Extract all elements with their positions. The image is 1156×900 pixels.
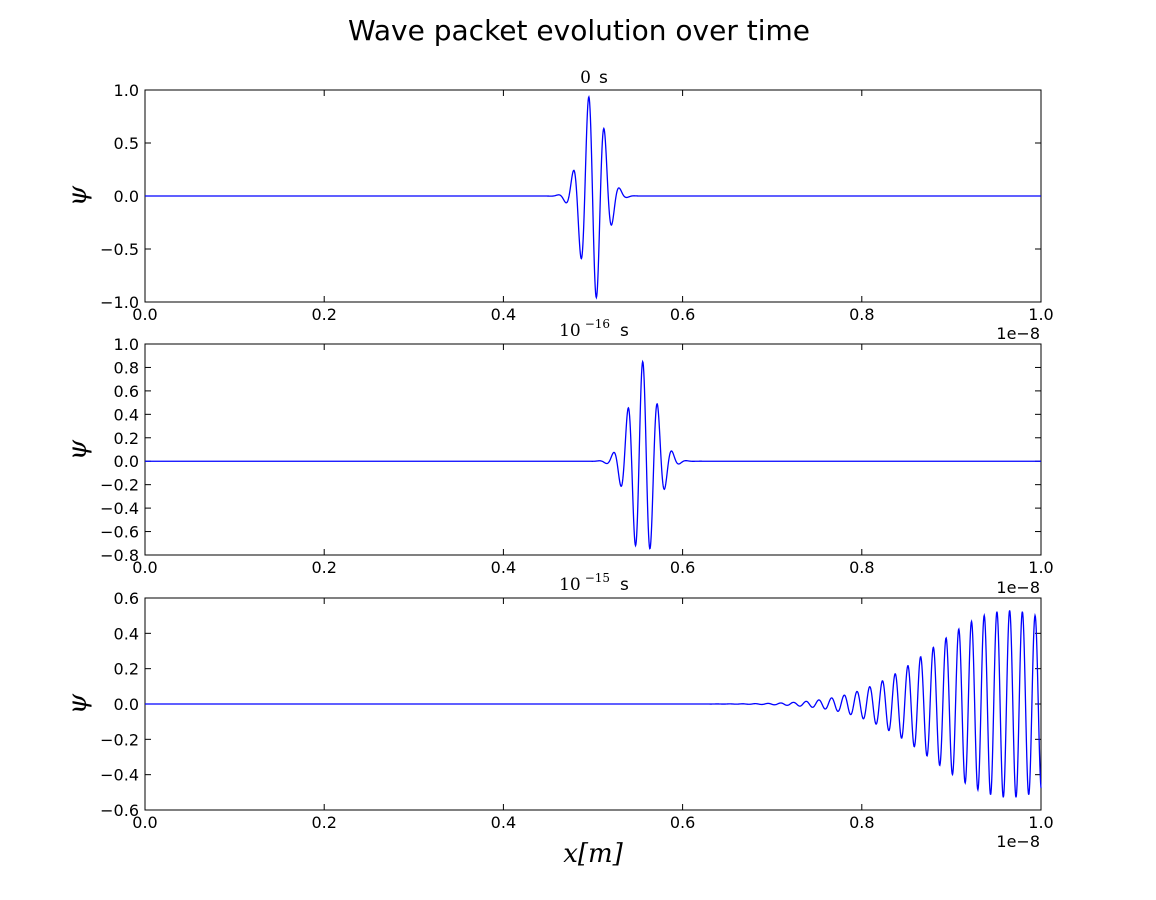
x-tick-label: 0.0 [132, 305, 157, 324]
y-tick-label: −0.6 [100, 523, 139, 542]
panel-0s: 0 s ψ 1e−8 0.0 0.2 0.4 0.6 0.8 1.0 1.0 0.5 0.0 −0… [63, 68, 1054, 343]
x-tick-label: 0.0 [132, 558, 157, 577]
panel-title-time: 0 [580, 68, 591, 88]
panel-title: 10 −15 s [559, 569, 629, 595]
x-tick-label: 0.4 [491, 813, 516, 832]
y-axis-label: ψ [63, 185, 93, 206]
x-tick-label: 0.0 [132, 813, 157, 832]
y-tick-label: −0.2 [100, 730, 139, 749]
axis-ticks: 0.0 0.2 0.4 0.6 0.8 1.0 0.6 0.4 0.2 0.0 −0.2 −0.4 −0… [100, 589, 1054, 832]
y-tick-label: 0.2 [114, 429, 139, 448]
series-line [145, 95, 1041, 300]
panel-1e-15s: 10 −15 s ψ 1e−8 0.0 0.2 0.4 0.6 0.8 1.0 0.6 0.4… [63, 569, 1054, 869]
y-tick-label: 0.2 [114, 660, 139, 679]
y-tick-label: −0.2 [100, 476, 139, 495]
x-tick-label: 0.2 [311, 558, 336, 577]
x-tick-label: 0.8 [849, 305, 874, 324]
x-tick-label: 0.6 [670, 558, 695, 577]
y-tick-label: 0.6 [114, 589, 139, 608]
y-tick-label: −1.0 [100, 293, 139, 312]
y-tick-label: 1.0 [114, 335, 139, 354]
y-tick-label: 1.0 [114, 81, 139, 100]
y-tick-label: −0.8 [100, 546, 139, 565]
x-tick-label: 0.8 [849, 558, 874, 577]
y-tick-label: 0.4 [114, 405, 139, 424]
x-offset-label: 1e−8 [996, 832, 1040, 851]
x-axis-label-var: x [563, 839, 578, 869]
y-tick-label: −0.6 [100, 801, 139, 820]
x-tick-label: 1.0 [1028, 813, 1053, 832]
y-axis-label: ψ [63, 693, 93, 714]
x-offset-label: 1e−8 [996, 578, 1040, 597]
axis-ticks: 0.0 0.2 0.4 0.6 0.8 1.0 1.0 0.5 0.0 −0.5 −1.0 [100, 81, 1054, 324]
panel-title-time: 10 [559, 321, 581, 341]
axis-ticks: 0.0 0.2 0.4 0.6 0.8 1.0 1.0 0.8 0.6 0.4 0.2 0.0 −0.2… [100, 335, 1054, 577]
y-tick-label: 0.4 [114, 624, 139, 643]
y-tick-label: 0.0 [114, 187, 139, 206]
x-tick-label: 1.0 [1028, 558, 1053, 577]
x-tick-label: 0.6 [670, 305, 695, 324]
x-offset-label: 1e−8 [996, 324, 1040, 343]
panel-title-unit: s [599, 68, 608, 88]
panel-title-unit: s [620, 575, 629, 595]
y-tick-label: −0.5 [100, 240, 139, 259]
y-tick-label: 0.5 [114, 134, 139, 153]
x-axis-label-unit: [m] [578, 839, 624, 869]
panel-title-time: 10 [559, 575, 581, 595]
y-tick-label: 0.6 [114, 382, 139, 401]
panel-title: 10 −16 s [559, 315, 629, 341]
figure-title: Wave packet evolution over time [348, 14, 810, 47]
y-tick-label: 0.0 [114, 695, 139, 714]
x-tick-label: 0.2 [311, 813, 336, 832]
series-line [145, 359, 1041, 550]
x-tick-label: 1.0 [1028, 305, 1053, 324]
series-line [145, 610, 1042, 798]
panel-title-exponent: −16 [585, 317, 610, 331]
plot-frame [144, 343, 1042, 556]
y-tick-label: −0.4 [100, 766, 139, 785]
x-tick-label: 0.4 [491, 305, 516, 324]
panel-title: 0 s [580, 68, 608, 88]
x-tick-label: 0.4 [491, 558, 516, 577]
y-axis-label: ψ [63, 439, 93, 460]
panel-title-unit: s [620, 321, 629, 341]
x-tick-label: 0.8 [849, 813, 874, 832]
x-tick-label: 0.2 [311, 305, 336, 324]
y-tick-label: −0.4 [100, 499, 139, 518]
panel-title-exponent: −15 [585, 571, 610, 585]
y-tick-label: 0.0 [114, 452, 139, 471]
y-tick-label: 0.8 [114, 358, 139, 377]
panel-1e-16s: 10 −16 s ψ 1e−8 0.0 0.2 0.4 0.6 0.8 1.0 1.0 0.8… [63, 315, 1054, 597]
x-axis-label: x[m] [563, 839, 623, 869]
x-tick-label: 0.6 [670, 813, 695, 832]
